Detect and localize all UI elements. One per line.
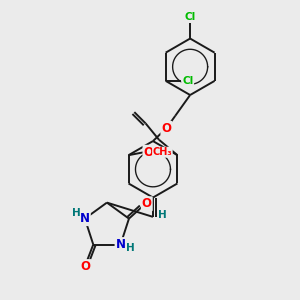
Text: N: N (116, 238, 125, 251)
Text: CH₃: CH₃ (153, 147, 172, 157)
Text: Cl: Cl (184, 11, 196, 22)
Text: O: O (81, 260, 91, 273)
Text: O: O (142, 197, 152, 210)
Text: H: H (158, 210, 167, 220)
Text: H: H (126, 243, 134, 253)
Text: O: O (161, 122, 171, 135)
Text: O: O (143, 146, 153, 159)
Text: Cl: Cl (182, 76, 193, 86)
Text: N: N (80, 212, 90, 225)
Text: H: H (72, 208, 80, 218)
